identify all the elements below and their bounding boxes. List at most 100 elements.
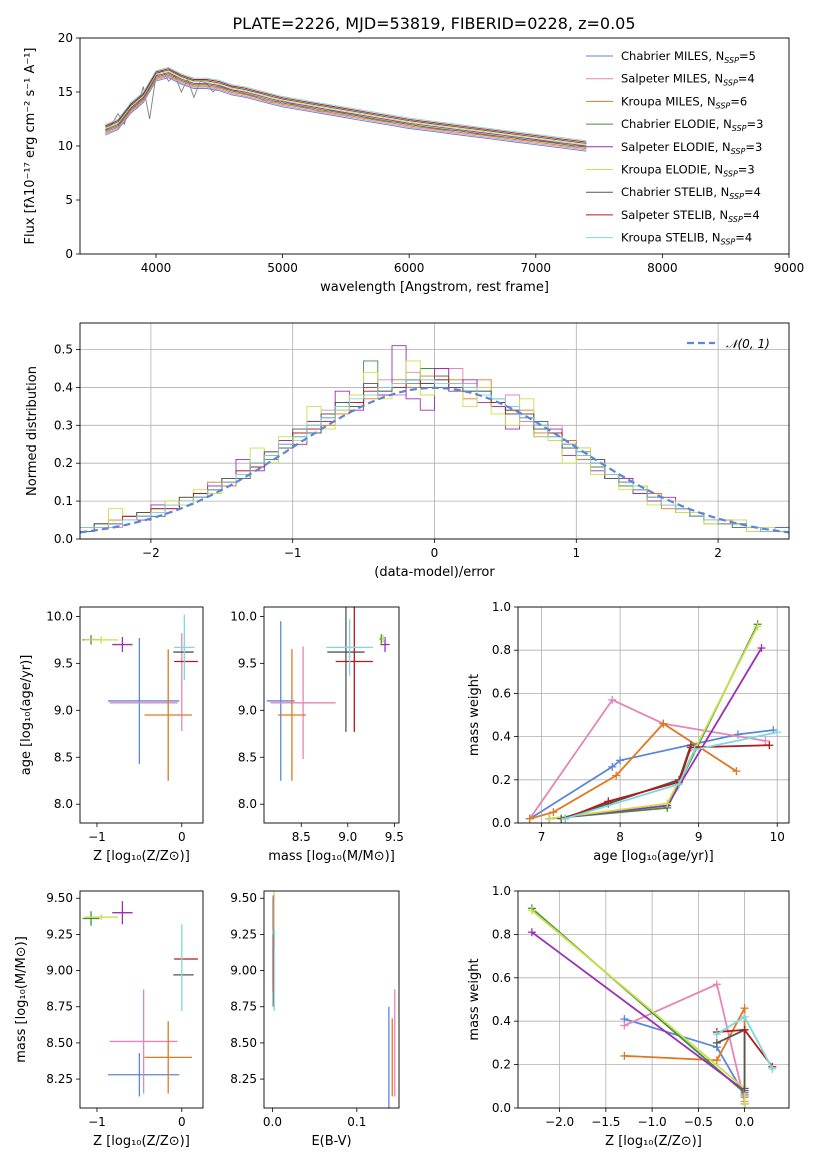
plus-marker (616, 756, 625, 765)
y-tick-label: 0 (65, 247, 73, 261)
panel-spectrum: 4000 5000 6000 7000 8000 9000 0 5 10 15 20 waveleng… (23, 31, 804, 295)
model-line-chabrier-elodie (105, 73, 587, 148)
legend-subscript: SSP (721, 238, 736, 247)
errorbar-point (84, 914, 119, 920)
x-tick-label: 4000 (141, 261, 172, 275)
legend-suffix: =4 (743, 208, 760, 222)
x-tick-label: 7 (538, 830, 546, 844)
legend-suffix: =6 (730, 94, 747, 108)
plus-marker (604, 797, 613, 806)
plus-marker (757, 644, 766, 653)
model-line-chabrier-stelib (105, 69, 587, 144)
model-line-salpeter-miles (105, 75, 587, 151)
legend-suffix: =5 (739, 49, 756, 63)
errorbar-point (335, 607, 373, 732)
y-tick-label: 10.0 (230, 609, 257, 623)
x-tick-label: 0 (178, 1115, 186, 1129)
y-tick-label: 0.2 (492, 773, 511, 787)
plot-area-mass-vs-EBV (272, 891, 396, 1108)
y-tick-label: 0.6 (492, 971, 511, 985)
x-axis-label: (data-model)/error (374, 565, 495, 580)
legend-label: Salpeter ELODIE, N (621, 140, 731, 154)
panel-weight-vs-age: 7 8 9 10 0.0 0.2 0.4 0.6 0.8 1.0 age [log₁₀(age/yr… (467, 600, 790, 864)
plus-marker (545, 814, 554, 823)
legend-label: Salpeter STELIB, N (621, 208, 728, 222)
axes-frame (79, 890, 204, 1109)
plot-area-weight-vs-age (525, 620, 782, 823)
legend-suffix: =4 (735, 231, 752, 245)
plus-marker (527, 906, 536, 915)
x-tick-label: 9.5 (385, 830, 404, 844)
y-tick-label: 0.8 (492, 927, 511, 941)
x-tick-label: 8000 (647, 261, 678, 275)
legend-suffix: =3 (745, 140, 762, 154)
x-tick-label: −1.0 (638, 1115, 667, 1129)
x-tick-label: −2 (142, 546, 160, 560)
y-tick-label: 10 (58, 139, 73, 153)
y-tick-label: 8.5 (238, 750, 257, 764)
axes-frame (517, 606, 790, 824)
figure-title: PLATE=2226, MJD=53819, FIBERID=0228, z=0… (232, 14, 635, 33)
y-tick-label: 9.50 (46, 891, 73, 905)
plot-area-mass-vs-Z (82, 901, 198, 1097)
legend-suffix: =3 (747, 117, 764, 131)
legend-subscript: SSP (728, 215, 743, 224)
errorbar-point (112, 637, 133, 653)
x-tick-label: 0.1 (347, 1115, 366, 1129)
model-line-kroupa-stelib (105, 66, 587, 142)
plus-marker (765, 741, 774, 750)
y-axis-label: age [log₁₀(age/yr)] (19, 655, 34, 776)
histogram-kroupa-elodie (80, 360, 789, 532)
plus-marker (620, 1051, 629, 1060)
panel-mass-vs-EBV: 0.0 0.1 8.25 8.50 8.75 9.00 9.25 9.50 E(B-V) (230, 890, 400, 1149)
errorbar-point (174, 614, 195, 681)
x-tick-label: 7000 (521, 261, 552, 275)
x-tick-label: −1.5 (591, 1115, 620, 1129)
x-tick-label: 8.5 (292, 830, 311, 844)
plus-marker (608, 695, 617, 704)
legend-label: Chabrier ELODIE, N (621, 117, 732, 131)
y-axis-label: Normed distribution (25, 366, 40, 496)
axes-frame (79, 322, 790, 540)
legend-entry: Salpeter ELODIE, NSSP=3 (621, 140, 762, 156)
errorbar-point (109, 989, 178, 1094)
x-tick-label: 10 (770, 830, 785, 844)
y-tick-label: 8.25 (46, 1072, 73, 1086)
plot-area-spectrum (105, 66, 587, 152)
plus-marker (525, 814, 534, 823)
legend-suffix: =4 (744, 185, 761, 199)
errorbar-point (144, 649, 192, 781)
y-tick-label: 8.25 (230, 1072, 257, 1086)
plus-marker (740, 1099, 749, 1108)
histogram-kroupa-stelib (80, 379, 789, 532)
legend-suffix: =3 (738, 163, 755, 177)
model-line-kroupa-miles (105, 74, 587, 150)
plus-marker (690, 745, 699, 754)
x-tick-label: 0.0 (735, 1115, 754, 1129)
errorbar-point (84, 636, 119, 644)
weight-line-salpeter-elodie (531, 931, 746, 1104)
plus-marker (712, 1038, 721, 1047)
x-tick-label: 0.0 (263, 1115, 282, 1129)
axes-frame (79, 37, 790, 255)
y-tick-label: 0.0 (492, 1101, 511, 1115)
errorbar-point (270, 646, 336, 760)
y-tick-label: 9.0 (238, 703, 257, 717)
y-tick-label: 9.5 (238, 656, 257, 670)
y-tick-label: 10.0 (46, 609, 73, 623)
errorbar-point (326, 619, 373, 676)
legend-label: 𝒩(0, 1) (726, 337, 770, 351)
plus-marker (675, 780, 684, 789)
x-tick-label: 0 (431, 546, 439, 560)
legend-label: Chabrier STELIB, N (621, 185, 729, 199)
plus-marker (561, 814, 570, 823)
plus-marker (740, 1025, 749, 1034)
legend-entry: Salpeter MILES, NSSP=4 (621, 72, 755, 88)
y-tick-label: 9.25 (230, 927, 257, 941)
plus-marker (740, 1012, 749, 1021)
y-tick-label: 9.00 (230, 964, 257, 978)
legend-label: Kroupa STELIB, N (621, 231, 721, 245)
weight-line-chabrier-stelib (560, 744, 692, 820)
y-tick-label: 8.75 (46, 1000, 73, 1014)
x-tick-label: −1 (88, 1115, 106, 1129)
